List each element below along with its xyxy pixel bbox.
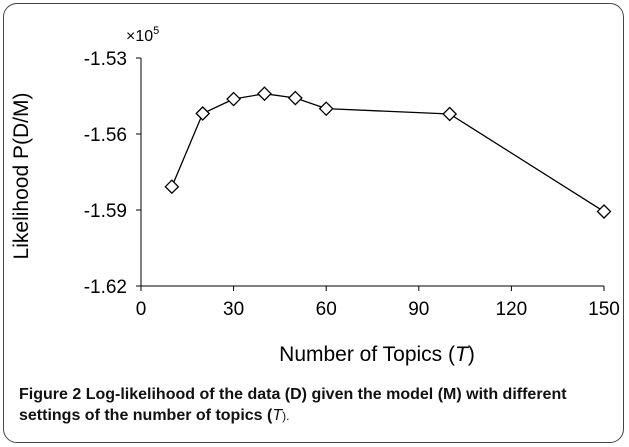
data-point-marker (287, 90, 303, 106)
caption-end: ). (282, 409, 290, 423)
y-tick-label: -1.53 (84, 49, 127, 70)
x-tick-label: 150 (588, 299, 620, 320)
data-point-marker (257, 86, 272, 102)
figure-caption: Figure 2 Log-likelihood of the data (D) … (19, 384, 619, 427)
figure-label: Figure 2 (19, 386, 82, 403)
data-point-marker (164, 179, 180, 195)
chart-axes (140, 58, 604, 287)
caption-text: Log-likelihood of the data (D) given the… (19, 386, 567, 424)
y-tick-label: -1.56 (84, 125, 127, 146)
y-tick-group: -1.53 -1.56 -1.59 -1.62 (84, 49, 141, 298)
data-point-marker (596, 204, 612, 219)
x-axis-label: Number of Topics (T) (279, 343, 475, 366)
data-point-marker (442, 106, 458, 122)
figure-frame (3, 3, 624, 443)
caption-variable: T (272, 407, 283, 424)
data-point-marker (226, 91, 242, 107)
y-axis-label: Likelihood P(D/M) (10, 93, 33, 260)
x-tick-label: 0 (136, 299, 147, 320)
data-point-marker (195, 106, 211, 121)
y-tick-label: -1.62 (84, 277, 127, 298)
series-line (171, 93, 605, 213)
x-tick-label: 90 (408, 299, 429, 320)
data-point-marker (318, 101, 334, 117)
x-tick-label: 120 (496, 299, 528, 320)
x-tick-group: 0 30 60 90 120 150 (136, 286, 620, 320)
x-tick-label: 30 (223, 299, 244, 320)
likelihood-chart: -1.53-1.56-1.59-1.62 0 30 60 90 120 150 ×105 … (10, 25, 620, 366)
y-tick-label: -1.59 (84, 201, 127, 222)
x-tick-label: 60 (316, 299, 337, 320)
y-multiplier-label: ×105 (126, 25, 159, 45)
marker-group (164, 86, 612, 219)
